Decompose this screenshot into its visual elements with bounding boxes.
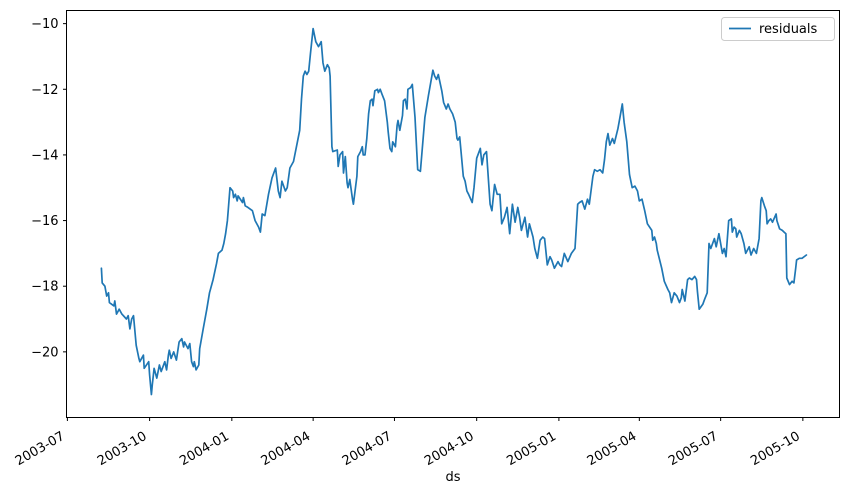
y-axis-ticks: −10 −12 −14 −16 −18 −20 [31,17,67,360]
x-tick-label: 2004-04 [259,429,314,469]
y-tick-label: −14 [31,148,58,163]
y-tick-label: −12 [31,83,58,98]
x-tick-label: 2005-07 [666,429,721,469]
y-tick-label: −18 [31,280,58,295]
y-tick-label: −16 [31,214,58,229]
x-axis-ticks: 2003-07 2003-10 2004-01 2004-04 2004-07 2004-… [13,417,804,469]
x-tick-label: 2004-01 [177,429,232,469]
y-tick-label: −20 [31,345,58,360]
x-tick-label: 2003-10 [95,429,150,469]
x-tick-label: 2005-01 [504,429,559,469]
x-tick-label: 2005-04 [585,429,640,469]
legend-box [721,17,835,41]
legend: residuals [721,17,835,41]
plot-area [66,10,840,418]
legend-label: residuals [759,22,818,37]
x-tick-label: 2004-07 [340,429,395,469]
x-axis-label: ds [445,470,460,485]
x-tick-label: 2003-07 [13,429,68,469]
x-tick-label: 2005-10 [748,429,803,469]
residuals-series [100,27,808,396]
x-tick-label: 2004-10 [422,429,477,469]
y-tick-label: −10 [31,17,58,32]
residuals-line [100,27,808,396]
